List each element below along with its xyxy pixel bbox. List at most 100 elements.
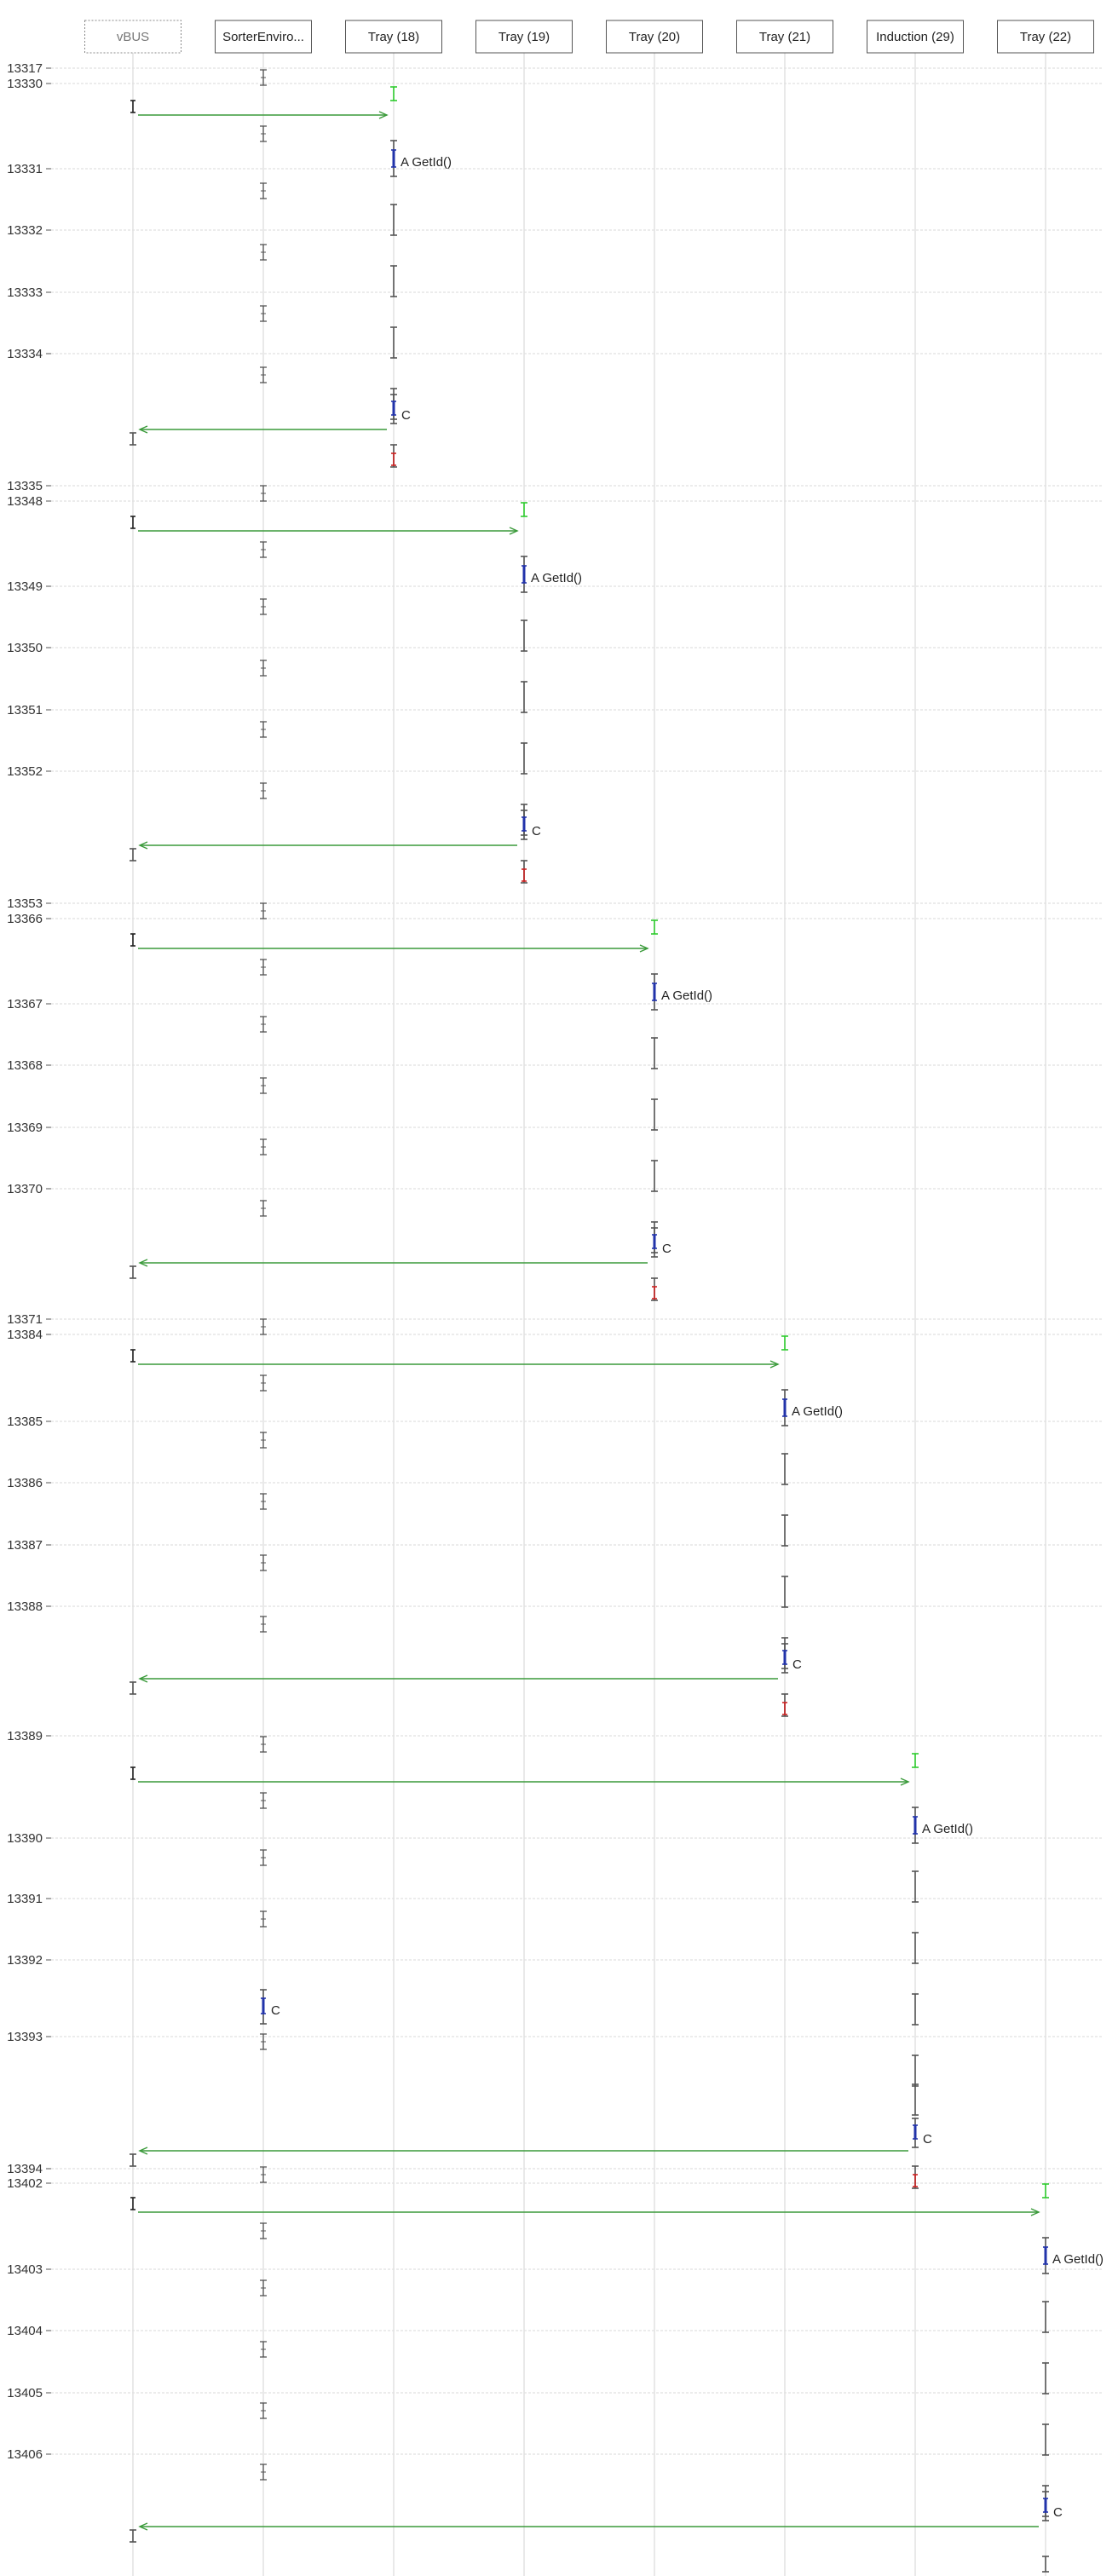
sorter-tick (260, 782, 267, 799)
arrow-head (138, 2147, 148, 2155)
getid-label: A GetId() (661, 988, 712, 1003)
work-tick (1042, 2301, 1049, 2333)
getid-label: A GetId() (401, 155, 452, 170)
arrow-head (378, 111, 389, 119)
tick-label: 13332 (7, 223, 43, 238)
tick-label: 13350 (7, 641, 43, 655)
lane-header-box (345, 20, 442, 54)
lane-header-label: Tray (18) (368, 30, 419, 44)
sorter-tick (260, 1077, 267, 1094)
vbus-recv-bar (130, 1265, 136, 1279)
complete-label: C (532, 824, 541, 838)
sorter-tick (260, 1792, 267, 1809)
tick-label: 13391 (7, 1892, 43, 1906)
sorter-tick (260, 541, 267, 558)
vbus-recv-bar (130, 2529, 136, 2543)
sorter-tick (260, 1200, 267, 1217)
sorter-tick (260, 1432, 267, 1449)
sorter-tick (260, 366, 267, 383)
sorter-tick (260, 182, 267, 199)
lane-header-box (215, 20, 312, 54)
time-gridlines (51, 67, 1104, 2455)
complete-highlight (391, 401, 396, 416)
work-tick (390, 326, 397, 359)
tick-label: 13369 (7, 1121, 43, 1135)
sorter-tick (260, 2464, 267, 2481)
message-request (138, 944, 649, 953)
tail-bar (1042, 2556, 1049, 2573)
lane-header-label: Tray (19) (498, 30, 550, 44)
sorter-tick (260, 2222, 267, 2239)
end-marker (913, 2174, 918, 2187)
lane-header-label: Tray (21) (759, 30, 810, 44)
end-marker (391, 452, 396, 466)
work-tick (912, 2083, 919, 2116)
sorter-tick (260, 1554, 267, 1571)
sorter-tick (260, 721, 267, 738)
arrow-head (138, 425, 148, 434)
work-tick (390, 204, 397, 236)
sorter-tick (260, 2402, 267, 2419)
message-return (138, 1674, 778, 1683)
getid-label: A GetId() (922, 1822, 973, 1836)
message-request (138, 111, 389, 119)
sorter-tick (260, 125, 267, 142)
work-tick (1042, 2362, 1049, 2394)
complete-label: C (662, 1242, 671, 1256)
arrow-head (138, 1674, 148, 1683)
complete-highlight (522, 816, 527, 832)
tick-label: 13403 (7, 2262, 43, 2277)
sorter-tick (260, 1910, 267, 1928)
lane-header-box (997, 20, 1094, 54)
tick-label: 13335 (7, 479, 43, 493)
sorter-tick (260, 2033, 267, 2050)
sorter-tick (260, 959, 267, 976)
end-marker (652, 1286, 657, 1300)
sorter-tick (260, 1318, 267, 1335)
complete-label: C (1053, 2505, 1063, 2520)
tick-label: 13405 (7, 2386, 43, 2400)
sorter-tick (260, 305, 267, 322)
tick-label: 13392 (7, 1953, 43, 1968)
start-marker (390, 86, 397, 101)
tick-label: 13387 (7, 1538, 43, 1553)
vbus-recv-bar (130, 432, 136, 446)
vbus-recv-bar (130, 1681, 136, 1695)
sorter-tick (260, 1016, 267, 1033)
start-marker (1042, 2183, 1049, 2199)
complete-highlight (913, 2124, 918, 2140)
sorter-tick (260, 69, 267, 86)
complete-label: C (792, 1657, 802, 1672)
message-request (138, 1360, 780, 1369)
tick-label: 13386 (7, 1476, 43, 1490)
sorter-tick (260, 2341, 267, 2358)
work-tick (912, 2054, 919, 2087)
lane-header-label: Induction (29) (876, 30, 954, 44)
message-return (138, 1259, 648, 1267)
tick-label: 13352 (7, 764, 43, 779)
message-return (138, 425, 387, 434)
work-tick (651, 1098, 658, 1131)
message-request (138, 1778, 910, 1786)
lifelines (132, 53, 1046, 2576)
end-marker (522, 868, 527, 882)
tick-label: 13371 (7, 1312, 43, 1327)
messages (138, 111, 1040, 2531)
lane-header-label: vBUS (117, 30, 149, 44)
lane-header-box (84, 20, 182, 54)
sorter-tick (260, 1849, 267, 1866)
lane-header-box (736, 20, 833, 54)
sorter-tick (260, 1493, 267, 1510)
lane-header-box (475, 20, 573, 54)
getid-highlight (522, 565, 527, 584)
sorter-tick (260, 1138, 267, 1155)
tick-label: 13388 (7, 1599, 43, 1614)
work-tick (781, 1453, 788, 1485)
start-marker (651, 919, 658, 935)
tick-label: 13330 (7, 77, 43, 91)
lane-header-box (867, 20, 964, 54)
tick-label: 13366 (7, 912, 43, 926)
tick-label: 13367 (7, 997, 43, 1011)
sorter-tick (260, 902, 267, 919)
